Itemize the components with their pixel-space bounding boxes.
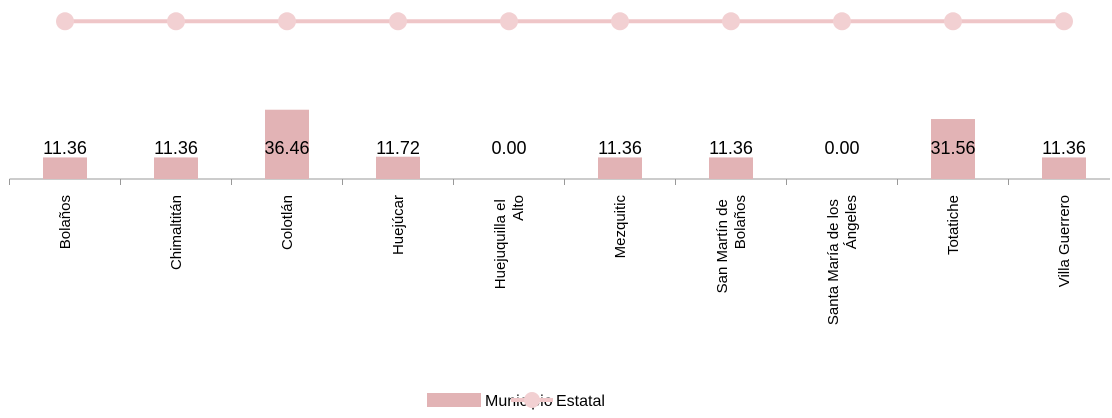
- bar: [154, 157, 198, 179]
- line-marker: [278, 12, 296, 31]
- x-tick-label: Colotlán: [279, 195, 296, 250]
- line-marker: [167, 12, 185, 31]
- bar: [709, 157, 753, 179]
- legend-label: Estatal: [556, 393, 605, 410]
- data-label: 11.36: [598, 138, 642, 158]
- x-tick-label: Huejuquilla el Alto: [492, 195, 527, 289]
- label-line: Bolaños: [732, 195, 749, 249]
- x-tick-label: Villa Guerrero: [1056, 195, 1073, 287]
- data-label: 11.36: [154, 138, 198, 158]
- x-tick-label: Huejúcar: [390, 195, 407, 255]
- x-tick-label: Mezquitic: [612, 195, 629, 259]
- label-line: Huejuquilla el: [492, 195, 509, 289]
- data-label: 11.36: [709, 138, 753, 158]
- x-tick-label: Santa María de los Ángeles: [825, 195, 860, 325]
- line-marker: [500, 12, 518, 31]
- bar: [265, 109, 309, 179]
- legend-marker: [524, 392, 540, 408]
- line-marker: [722, 12, 740, 31]
- data-label: 0.00: [824, 138, 859, 158]
- bar: [376, 156, 420, 179]
- label-line: San Martín de: [714, 195, 731, 293]
- line-marker: [611, 12, 629, 31]
- x-tick-label: San Martín de Bolaños: [714, 195, 749, 293]
- data-label: 11.72: [376, 138, 420, 158]
- label-line: Alto: [510, 195, 527, 221]
- line-marker: [833, 12, 851, 31]
- x-tick-label: Chimaltitán: [168, 195, 185, 270]
- line-marker: [389, 12, 407, 31]
- line-marker: [1055, 12, 1073, 31]
- bar: [931, 119, 975, 179]
- bar: [598, 157, 642, 179]
- label-line: Santa María de los: [825, 195, 842, 325]
- bar: [1042, 157, 1086, 179]
- bar: [43, 157, 87, 179]
- data-label: 36.46: [264, 138, 309, 158]
- line-marker: [56, 12, 74, 31]
- data-label: 31.56: [930, 138, 975, 158]
- data-label: 0.00: [491, 138, 526, 158]
- data-label: 11.36: [1042, 138, 1086, 158]
- data-label: 11.36: [43, 138, 87, 158]
- line-marker: [944, 12, 962, 31]
- x-tick-label: Bolaños: [57, 195, 74, 249]
- legend-swatch: [427, 393, 481, 407]
- x-tick-label: Totatiche: [945, 195, 962, 255]
- label-line: Ángeles: [843, 195, 860, 249]
